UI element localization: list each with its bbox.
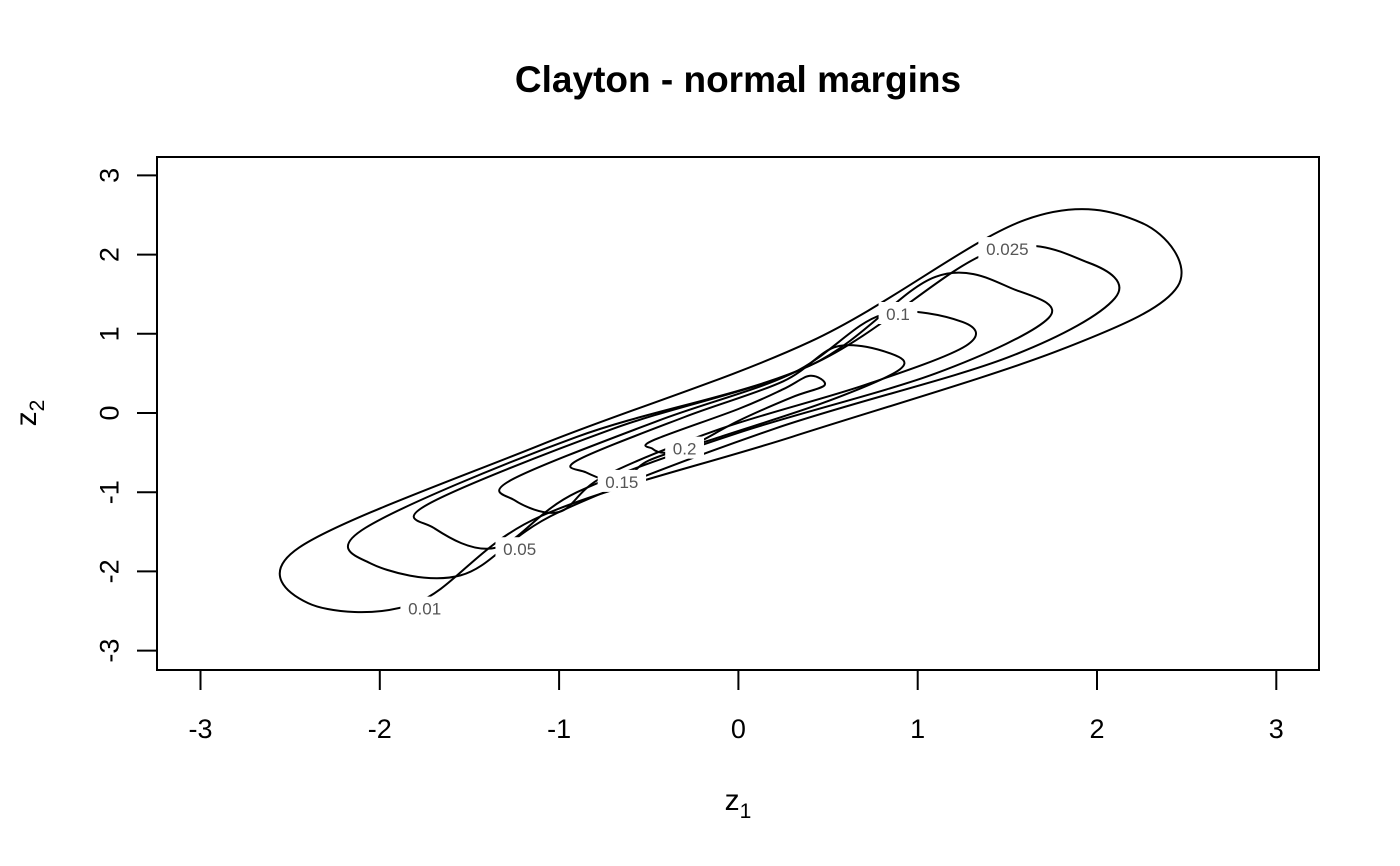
contour-line-0_2 bbox=[644, 374, 827, 454]
chart-title: Clayton - normal margins bbox=[515, 59, 961, 100]
contour-label-bg bbox=[400, 596, 449, 619]
contour-line-0_15 bbox=[569, 344, 906, 484]
x-tick-label: 1 bbox=[910, 714, 925, 744]
contour-label: 0.05 bbox=[503, 540, 536, 559]
x-tick-label: 0 bbox=[731, 714, 746, 744]
y-axis-label-sub: 2 bbox=[26, 400, 49, 412]
y-tick-label: -2 bbox=[94, 559, 124, 583]
y-tick-label: 2 bbox=[94, 247, 124, 262]
y-tick-label: 3 bbox=[94, 168, 124, 183]
x-tick-label: -1 bbox=[547, 714, 571, 744]
y-axis: -3 -2 -1 0 1 2 3 bbox=[94, 168, 158, 663]
contour-line-0_01 bbox=[278, 208, 1183, 614]
y-axis-label: z2 bbox=[10, 400, 49, 427]
x-axis: -3 -2 -1 0 1 2 3 bbox=[188, 669, 1284, 744]
contour-label-bg bbox=[597, 469, 647, 492]
contour-label-bg bbox=[878, 302, 918, 324]
contour-lines bbox=[278, 208, 1183, 614]
contour-label-bg bbox=[665, 436, 705, 459]
x-tick-label: -2 bbox=[368, 714, 392, 744]
x-axis-label-sub: 1 bbox=[740, 800, 752, 823]
contour-label: 0.1 bbox=[886, 305, 910, 324]
y-tick-label: 0 bbox=[94, 405, 124, 420]
y-axis-label-base: z bbox=[10, 411, 43, 426]
x-tick-label: 2 bbox=[1089, 714, 1104, 744]
x-tick-label: -3 bbox=[188, 714, 212, 744]
contour-label-bg bbox=[495, 537, 544, 560]
x-tick-label: 3 bbox=[1269, 714, 1284, 744]
contour-label: 0.01 bbox=[408, 600, 441, 619]
y-tick-label: -3 bbox=[94, 639, 124, 663]
plot-frame bbox=[156, 156, 1320, 671]
contour-label-bg bbox=[978, 237, 1037, 260]
x-axis-label-base: z bbox=[725, 784, 740, 817]
contour-labels: 0.01 0.025 0.05 0.1 0.15 0.2 bbox=[400, 237, 1037, 619]
contour-label: 0.025 bbox=[986, 240, 1029, 259]
contour-label: 0.2 bbox=[673, 440, 697, 459]
y-tick-label: -1 bbox=[94, 480, 124, 504]
x-axis-label: z1 bbox=[725, 784, 752, 823]
contour-line-0_1 bbox=[498, 310, 977, 514]
contour-label: 0.15 bbox=[605, 473, 638, 492]
y-tick-label: 1 bbox=[94, 326, 124, 341]
